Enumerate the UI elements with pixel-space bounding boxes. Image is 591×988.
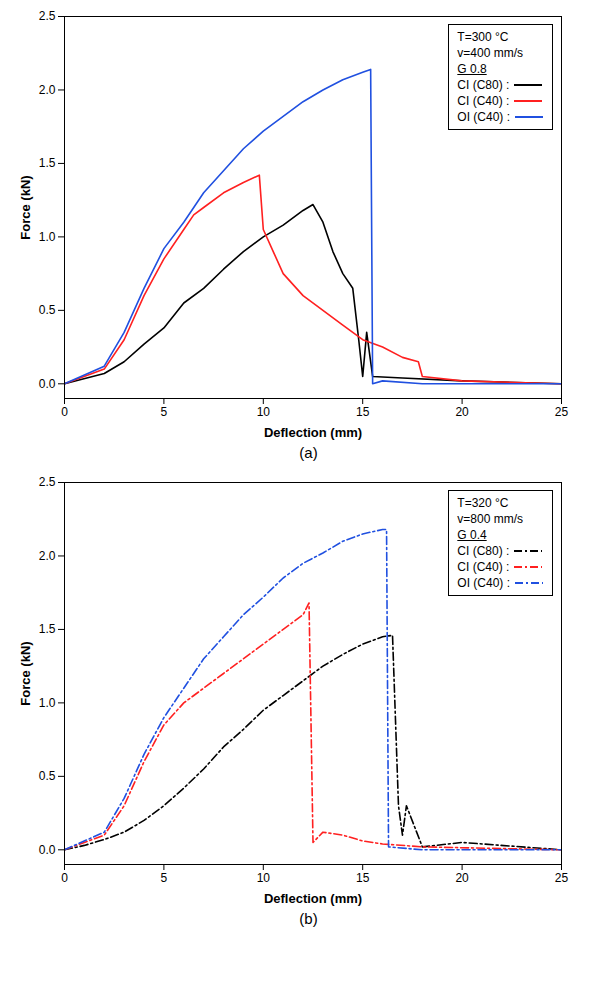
- html-text:CI (C80) :: CI (C80) :: [457, 78, 510, 92]
- svg-text:25: 25: [555, 405, 569, 419]
- html-text:CI (C40) :: CI (C40) :: [457, 560, 510, 574]
- svg-text:2.5: 2.5: [39, 475, 56, 489]
- html-text:(b): (b): [299, 910, 318, 927]
- svg-text:10: 10: [257, 871, 271, 885]
- svg-text:0: 0: [61, 405, 68, 419]
- svg-text:Deflection (mm): Deflection (mm): [264, 891, 362, 906]
- svg-text:2.5: 2.5: [39, 9, 56, 23]
- svg-text:1.0: 1.0: [39, 696, 56, 710]
- svg-text:Deflection (mm): Deflection (mm): [264, 425, 362, 440]
- html-text:G 0.8: G 0.8: [457, 62, 487, 76]
- html-text:T=300 °C: T=300 °C: [457, 30, 509, 44]
- html-text:CI (C80) :: CI (C80) :: [457, 544, 510, 558]
- svg-text:1.5: 1.5: [39, 622, 56, 636]
- svg-text:25: 25: [555, 871, 569, 885]
- svg-text:0.5: 0.5: [39, 303, 56, 317]
- svg-text:15: 15: [356, 405, 370, 419]
- svg-text:2.0: 2.0: [39, 549, 56, 563]
- svg-text:2.0: 2.0: [39, 83, 56, 97]
- svg-text:Force (kN): Force (kN): [18, 175, 33, 239]
- html-text:OI (C40) :: OI (C40) :: [457, 110, 510, 124]
- svg-text:0.0: 0.0: [39, 377, 56, 391]
- html-text:T=320 °C: T=320 °C: [457, 496, 509, 510]
- html-text:(a): (a): [299, 444, 318, 461]
- html-text:CI (C40) :: CI (C40) :: [457, 94, 510, 108]
- svg-text:0.0: 0.0: [39, 843, 56, 857]
- html-text:G 0.4: G 0.4: [457, 528, 487, 542]
- svg-text:10: 10: [257, 405, 271, 419]
- html-text:OI (C40) :: OI (C40) :: [457, 576, 510, 590]
- svg-text:5: 5: [161, 871, 168, 885]
- svg-text:0.5: 0.5: [39, 769, 56, 783]
- html-text:v=400 mm/s: v=400 mm/s: [457, 46, 523, 60]
- svg-text:20: 20: [455, 405, 469, 419]
- svg-text:1.5: 1.5: [39, 156, 56, 170]
- svg-text:20: 20: [455, 871, 469, 885]
- html-text:v=800 mm/s: v=800 mm/s: [457, 512, 523, 526]
- svg-text:Force (kN): Force (kN): [18, 641, 33, 705]
- svg-text:5: 5: [161, 405, 168, 419]
- svg-text:15: 15: [356, 871, 370, 885]
- svg-text:1.0: 1.0: [39, 230, 56, 244]
- svg-text:0: 0: [61, 871, 68, 885]
